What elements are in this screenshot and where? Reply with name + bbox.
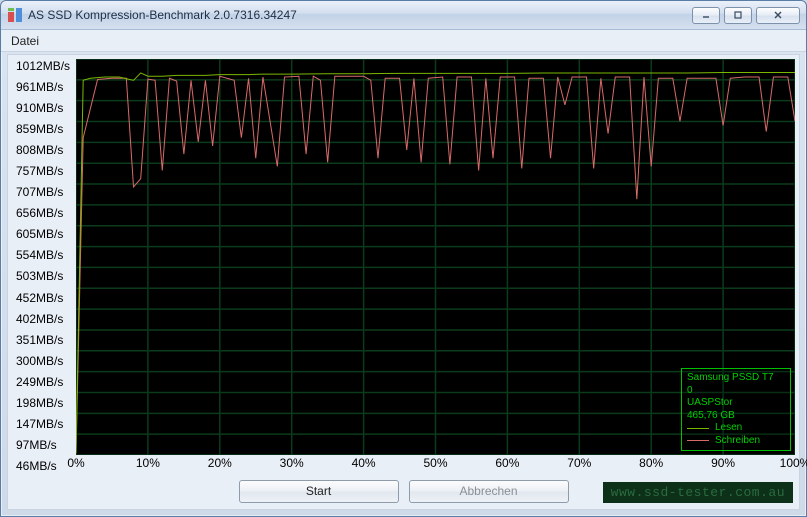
legend-device-rev: 0: [687, 385, 785, 398]
y-tick-label: 249MB/s: [16, 375, 74, 389]
x-tick-label: 40%: [352, 456, 376, 470]
y-tick-label: 503MB/s: [16, 269, 74, 283]
y-tick-label: 402MB/s: [16, 312, 74, 326]
window-controls: [692, 7, 800, 24]
y-tick-label: 808MB/s: [16, 143, 74, 157]
x-tick-label: 60%: [495, 456, 519, 470]
y-tick-label: 452MB/s: [16, 291, 74, 305]
watermark: www.ssd-tester.com.au: [603, 482, 793, 503]
y-tick-label: 46MB/s: [16, 459, 74, 473]
client-area: 1012MB/s 961MB/s 910MB/s 859MB/s 808MB/s 757M…: [7, 54, 800, 510]
legend-box: Samsung PSSD T7 0 UASPStor 465,76 GB Les…: [681, 368, 791, 451]
close-button[interactable]: [756, 7, 800, 24]
legend-driver: UASPStor: [687, 397, 785, 410]
legend-write-label: Schreiben: [715, 435, 760, 448]
x-tick-label: 30%: [280, 456, 304, 470]
y-tick-label: 97MB/s: [16, 438, 74, 452]
y-tick-label: 1012MB/s: [16, 59, 74, 73]
y-tick-label: 961MB/s: [16, 80, 74, 94]
x-tick-label: 100%: [780, 456, 807, 470]
y-tick-label: 554MB/s: [16, 248, 74, 262]
y-tick-label: 198MB/s: [16, 396, 74, 410]
y-tick-label: 910MB/s: [16, 101, 74, 115]
y-tick-label: 351MB/s: [16, 333, 74, 347]
y-axis: 1012MB/s 961MB/s 910MB/s 859MB/s 808MB/s 757M…: [12, 59, 76, 473]
menubar: Datei: [1, 30, 806, 52]
y-tick-label: 859MB/s: [16, 122, 74, 136]
app-icon: [7, 7, 23, 23]
legend-capacity: 465,76 GB: [687, 410, 785, 423]
legend-device-name: Samsung PSSD T7: [687, 372, 785, 385]
legend-read-swatch: [687, 428, 709, 429]
plot: Samsung PSSD T7 0 UASPStor 465,76 GB Les…: [76, 59, 795, 455]
y-tick-label: 605MB/s: [16, 227, 74, 241]
x-tick-label: 10%: [136, 456, 160, 470]
cancel-button[interactable]: Abbrechen: [409, 480, 569, 503]
x-tick-label: 90%: [711, 456, 735, 470]
start-button[interactable]: Start: [239, 480, 399, 503]
x-tick-label: 50%: [423, 456, 447, 470]
y-tick-label: 757MB/s: [16, 164, 74, 178]
plot-container: Samsung PSSD T7 0 UASPStor 465,76 GB Les…: [76, 59, 795, 473]
x-tick-label: 20%: [208, 456, 232, 470]
x-tick-label: 70%: [567, 456, 591, 470]
y-tick-label: 147MB/s: [16, 417, 74, 431]
menu-file[interactable]: Datei: [11, 34, 39, 48]
minimize-button[interactable]: [692, 7, 720, 24]
button-row: Start Abbrechen www.ssd-tester.com.au: [8, 473, 799, 509]
x-axis: 0%10%20%30%40%50%60%70%80%90%100%: [76, 455, 795, 473]
window-title: AS SSD Kompression-Benchmark 2.0.7316.34…: [28, 8, 692, 22]
legend-write-swatch: [687, 440, 709, 441]
titlebar[interactable]: AS SSD Kompression-Benchmark 2.0.7316.34…: [1, 1, 806, 30]
chart-area: 1012MB/s 961MB/s 910MB/s 859MB/s 808MB/s 757M…: [8, 55, 799, 473]
maximize-button[interactable]: [724, 7, 752, 24]
y-tick-label: 656MB/s: [16, 206, 74, 220]
legend-read-label: Lesen: [715, 422, 742, 435]
legend-write-row: Schreiben: [687, 435, 785, 448]
legend-read-row: Lesen: [687, 422, 785, 435]
y-tick-label: 707MB/s: [16, 185, 74, 199]
x-tick-label: 0%: [67, 456, 84, 470]
x-tick-label: 80%: [639, 456, 663, 470]
y-tick-label: 300MB/s: [16, 354, 74, 368]
app-window: AS SSD Kompression-Benchmark 2.0.7316.34…: [0, 0, 807, 517]
